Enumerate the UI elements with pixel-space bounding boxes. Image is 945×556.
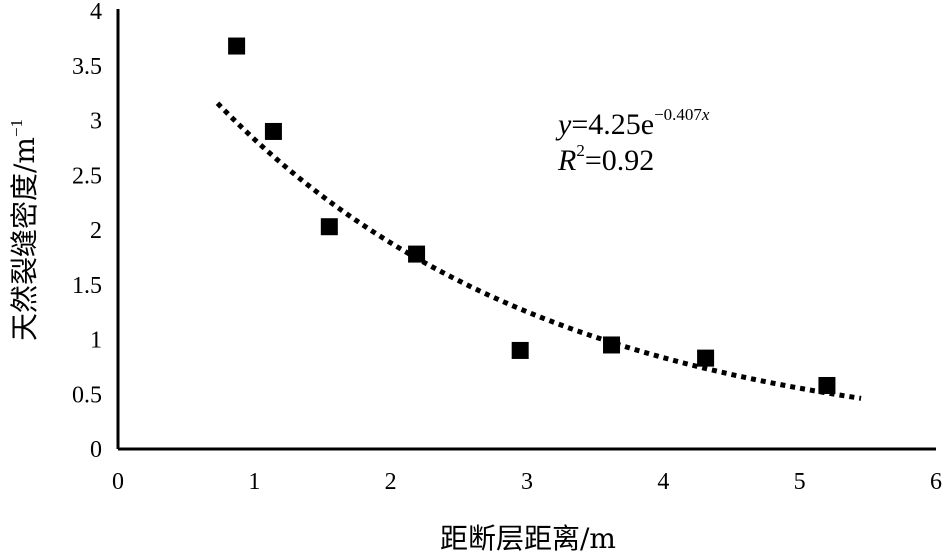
equation-exponent: −0.407 bbox=[654, 105, 702, 124]
data-point bbox=[320, 218, 338, 236]
x-tick-label: 1 bbox=[248, 469, 260, 495]
equation-main: =4.25e bbox=[571, 108, 654, 141]
x-tick-label: 3 bbox=[521, 469, 533, 495]
x-tick-label: 0 bbox=[112, 469, 124, 495]
r-exponent: 2 bbox=[576, 141, 585, 160]
x-tick-labels: 0 1 2 3 4 5 6 bbox=[112, 469, 942, 495]
exponential-trendline bbox=[215, 101, 862, 401]
y-axis-title: 天然裂缝密度/m−1 bbox=[7, 119, 41, 341]
data-point bbox=[603, 336, 621, 354]
equation-y-var: y bbox=[555, 108, 572, 141]
r-value: =0.92 bbox=[585, 144, 654, 177]
data-points bbox=[228, 37, 836, 394]
y-tick-label: 3.5 bbox=[72, 54, 102, 80]
x-tick-label: 4 bbox=[657, 469, 669, 495]
data-point bbox=[697, 349, 715, 367]
y-tick-labels: 0 0.5 1 1.5 2 2.5 3 3.5 4 bbox=[72, 0, 102, 463]
y-axis-title-exponent: −1 bbox=[7, 119, 26, 137]
data-point bbox=[408, 245, 426, 263]
y-tick-label: 1.5 bbox=[72, 273, 102, 299]
data-point bbox=[511, 341, 529, 359]
y-axis-title-text: 天然裂缝密度/m bbox=[8, 137, 41, 341]
x-axis-title: 距断层距离/m bbox=[440, 522, 616, 555]
data-point bbox=[264, 122, 282, 140]
y-tick-label: 2.5 bbox=[72, 163, 102, 189]
axes bbox=[116, 9, 936, 451]
data-point bbox=[228, 37, 246, 55]
y-tick-label: 1 bbox=[90, 328, 102, 354]
y-tick-label: 3 bbox=[90, 109, 102, 135]
r-squared-label: R2=0.92 bbox=[557, 141, 654, 177]
y-tick-label: 0 bbox=[90, 437, 102, 463]
equation-exponent-var: x bbox=[701, 105, 710, 124]
data-point bbox=[818, 376, 836, 394]
x-tick-label: 6 bbox=[930, 469, 942, 495]
y-tick-label: 2 bbox=[90, 218, 102, 244]
y-tick-label: 0.5 bbox=[72, 382, 102, 408]
r-var: R bbox=[557, 144, 576, 177]
x-tick-label: 2 bbox=[385, 469, 397, 495]
y-tick-label: 4 bbox=[90, 0, 102, 25]
x-tick-label: 5 bbox=[794, 469, 806, 495]
trendline-equation: y=4.25e−0.407x bbox=[555, 105, 710, 141]
